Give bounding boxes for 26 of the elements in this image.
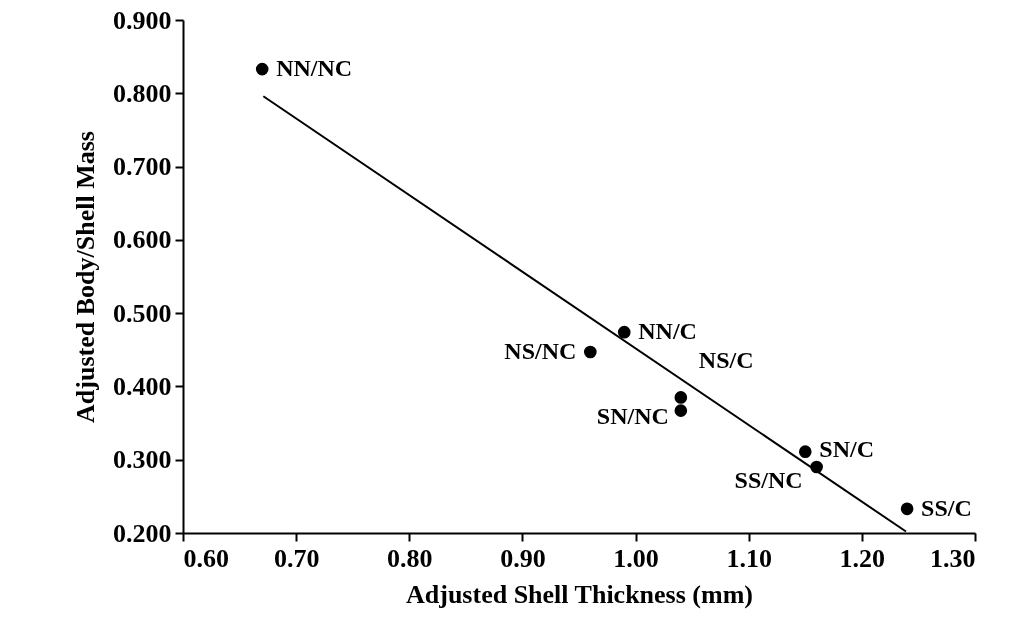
y-tick-label: 0.800 <box>113 78 172 108</box>
y-tick-label: 0.300 <box>113 445 172 475</box>
y-tick-label: 0.400 <box>113 371 172 401</box>
data-label: SS/NC <box>734 467 803 494</box>
data-label: SS/C <box>921 494 972 521</box>
data-label: SN/NC <box>596 402 669 429</box>
y-tick-label: 0.200 <box>113 518 172 548</box>
x-tick-label: 0.70 <box>273 543 320 573</box>
x-tick-label: 1.10 <box>726 543 772 573</box>
y-tick-label: 0.600 <box>113 225 172 255</box>
data-label: NS/C <box>698 347 754 374</box>
y-tick-label: 0.500 <box>113 298 172 328</box>
x-tick-label: 1.20 <box>839 543 886 573</box>
y-axis-title: Adjusted Body/Shell Mass <box>71 131 100 423</box>
data-label: NN/C <box>638 318 697 345</box>
y-tick-label: 0.700 <box>113 152 172 182</box>
data-label: SN/C <box>819 435 874 462</box>
data-label: NN/NC <box>276 55 353 82</box>
x-tick-label: 0.80 <box>387 543 433 573</box>
y-tick-label: 0.900 <box>113 5 172 35</box>
x-tick-label: 0.60 <box>183 543 229 573</box>
x-tick-label: 0.90 <box>500 543 546 573</box>
x-axis-title: Adjusted Shell Thickness (mm) <box>406 579 753 609</box>
x-tick-label: 1.00 <box>613 543 659 573</box>
data-label: NS/NC <box>504 337 577 364</box>
x-tick-label: 1.30 <box>930 543 976 573</box>
